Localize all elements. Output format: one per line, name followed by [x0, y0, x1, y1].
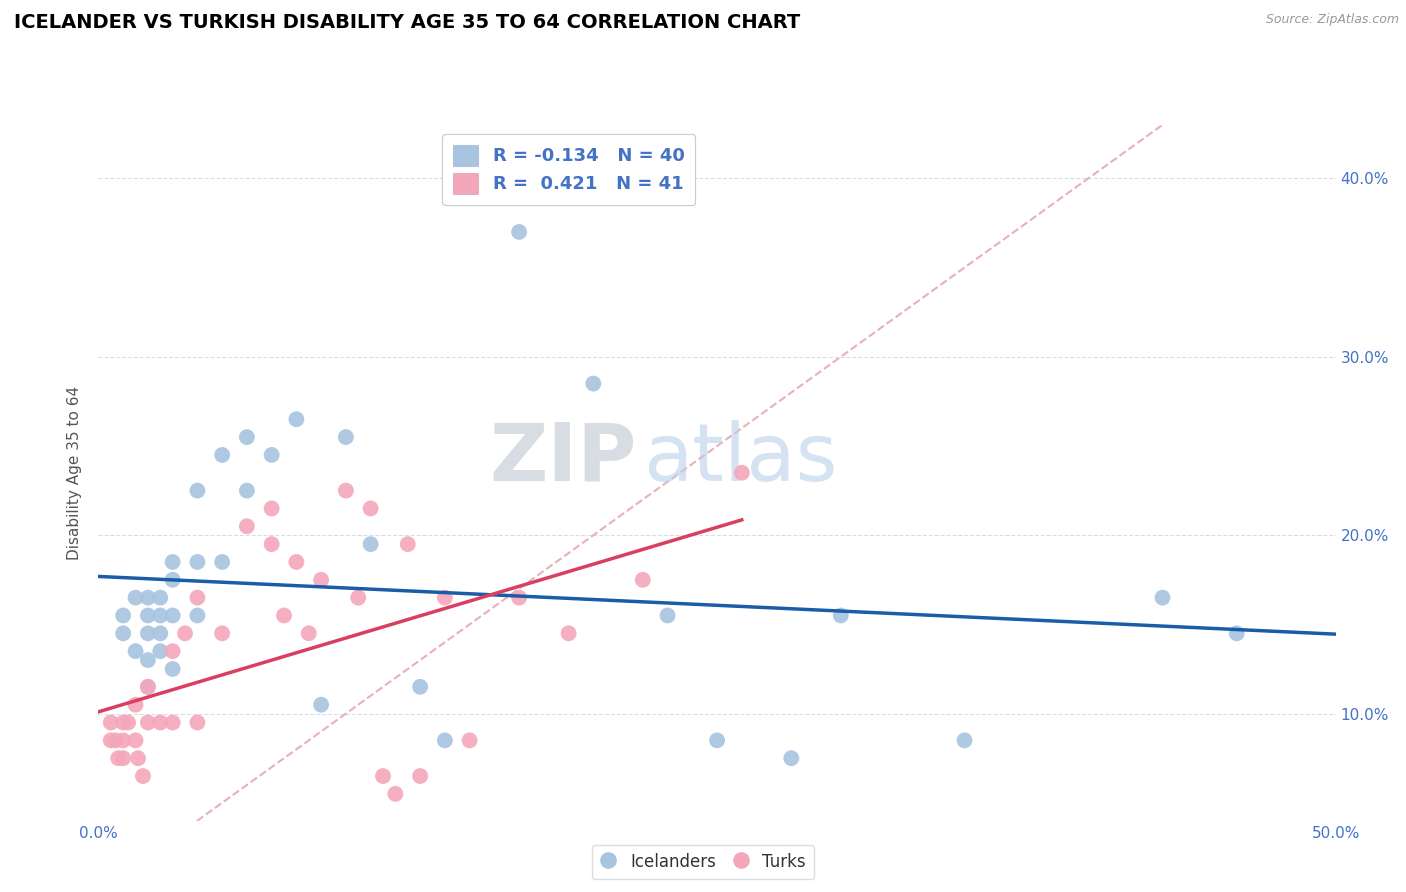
Point	[107, 751, 129, 765]
Point	[136, 653, 159, 667]
Point	[112, 626, 135, 640]
Point	[236, 483, 259, 498]
Legend: Icelanders, Turks: Icelanders, Turks	[592, 845, 814, 880]
Point	[657, 608, 679, 623]
Point	[285, 412, 308, 426]
Point	[112, 733, 135, 747]
Point	[211, 626, 233, 640]
Point	[136, 591, 159, 605]
Point	[162, 573, 184, 587]
Point	[186, 715, 208, 730]
Point	[409, 680, 432, 694]
Point	[285, 555, 308, 569]
Point	[731, 466, 754, 480]
Point	[162, 715, 184, 730]
Point	[186, 608, 208, 623]
Point	[396, 537, 419, 551]
Point	[298, 626, 321, 640]
Point	[117, 715, 139, 730]
Point	[830, 608, 852, 623]
Point	[335, 483, 357, 498]
Point	[186, 555, 208, 569]
Point	[112, 715, 135, 730]
Point	[371, 769, 394, 783]
Point	[174, 626, 197, 640]
Point	[132, 769, 155, 783]
Point	[335, 430, 357, 444]
Point	[124, 733, 146, 747]
Point	[236, 519, 259, 533]
Point	[112, 751, 135, 765]
Point	[162, 555, 184, 569]
Point	[458, 733, 481, 747]
Point	[149, 644, 172, 658]
Point	[508, 225, 530, 239]
Point	[127, 751, 149, 765]
Legend: R = -0.134   N = 40, R =  0.421   N = 41: R = -0.134 N = 40, R = 0.421 N = 41	[441, 134, 695, 204]
Point	[260, 537, 283, 551]
Point	[186, 591, 208, 605]
Point	[124, 644, 146, 658]
Point	[1226, 626, 1249, 640]
Point	[136, 626, 159, 640]
Point	[162, 608, 184, 623]
Point	[384, 787, 406, 801]
Point	[953, 733, 976, 747]
Point	[309, 573, 332, 587]
Point	[433, 733, 456, 747]
Point	[508, 591, 530, 605]
Text: ICELANDER VS TURKISH DISABILITY AGE 35 TO 64 CORRELATION CHART: ICELANDER VS TURKISH DISABILITY AGE 35 T…	[14, 13, 800, 32]
Point	[1152, 591, 1174, 605]
Point	[100, 715, 122, 730]
Point	[162, 644, 184, 658]
Point	[149, 608, 172, 623]
Point	[409, 769, 432, 783]
Point	[136, 608, 159, 623]
Point	[273, 608, 295, 623]
Point	[124, 698, 146, 712]
Point	[136, 680, 159, 694]
Point	[149, 715, 172, 730]
Text: Source: ZipAtlas.com: Source: ZipAtlas.com	[1265, 13, 1399, 27]
Point	[347, 591, 370, 605]
Point	[309, 698, 332, 712]
Text: ZIP: ZIP	[489, 420, 637, 498]
Y-axis label: Disability Age 35 to 64: Disability Age 35 to 64	[67, 385, 83, 560]
Point	[582, 376, 605, 391]
Point	[360, 537, 382, 551]
Point	[260, 501, 283, 516]
Point	[112, 608, 135, 623]
Point	[136, 680, 159, 694]
Point	[211, 555, 233, 569]
Point	[124, 591, 146, 605]
Point	[433, 591, 456, 605]
Text: atlas: atlas	[643, 420, 837, 498]
Point	[104, 733, 127, 747]
Point	[360, 501, 382, 516]
Point	[162, 662, 184, 676]
Point	[780, 751, 803, 765]
Point	[149, 591, 172, 605]
Point	[260, 448, 283, 462]
Point	[557, 626, 579, 640]
Point	[236, 430, 259, 444]
Point	[706, 733, 728, 747]
Point	[100, 733, 122, 747]
Point	[136, 715, 159, 730]
Point	[186, 483, 208, 498]
Point	[211, 448, 233, 462]
Point	[631, 573, 654, 587]
Point	[149, 626, 172, 640]
